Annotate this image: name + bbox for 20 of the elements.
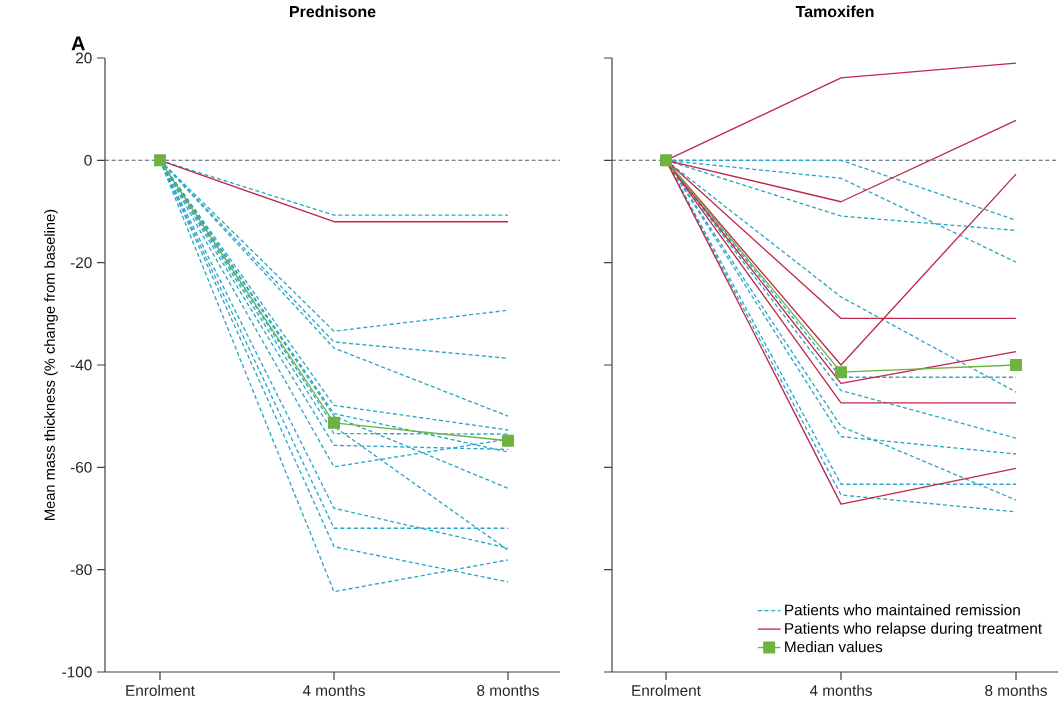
- x-tick-label: 4 months: [809, 684, 872, 696]
- y-tick-label: -60: [70, 461, 92, 473]
- y-tick-label: -80: [70, 564, 92, 576]
- legend-label: Patients who relapse during treatment: [785, 622, 1042, 637]
- y-tick-label: 20: [76, 52, 92, 64]
- y-tick-label: -20: [70, 257, 92, 269]
- x-tick-label: 8 months: [985, 684, 1047, 696]
- y-tick-label: -40: [70, 359, 92, 371]
- y-tick-label: -100: [62, 666, 92, 678]
- x-tick-label: 8 months: [477, 684, 539, 696]
- y-axis-title: Mean mass thickness (% change from baseline): [44, 209, 58, 520]
- legend-label: Patients who maintained remission: [785, 604, 1020, 616]
- chart-title: Prednisone: [290, 5, 376, 18]
- y-tick-label: 0: [84, 154, 92, 166]
- x-tick-label: 4 months: [302, 684, 365, 696]
- x-tick-label: Enrolment: [632, 684, 701, 696]
- chart-title: Tamoxifen: [795, 5, 874, 18]
- legend-label: Median values: [785, 641, 883, 653]
- x-tick-label: Enrolment: [126, 684, 195, 696]
- text: A: [71, 36, 85, 51]
